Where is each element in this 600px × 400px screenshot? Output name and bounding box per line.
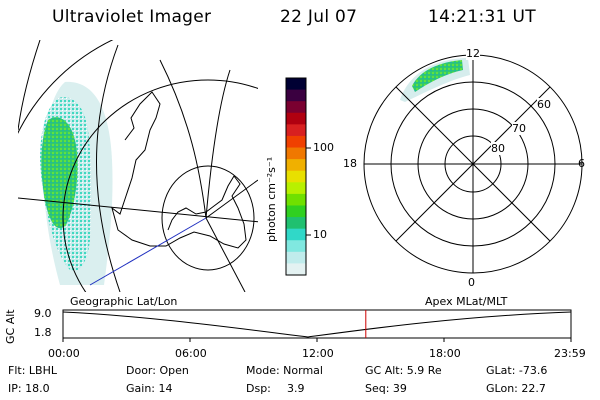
- mlt-label-0: 0: [468, 276, 475, 289]
- colorbar: [286, 78, 306, 276]
- colorbar-segment: [286, 170, 306, 183]
- colorbar-unit-label: photon cm⁻²s⁻¹: [265, 156, 278, 242]
- timeline-xtick: 06:00: [175, 347, 207, 360]
- dsp-label: Dsp:: [246, 382, 271, 395]
- mlt-label-18: 18: [343, 157, 357, 170]
- mlat-label-60: 60: [537, 98, 551, 111]
- colorbar-segment: [286, 217, 306, 230]
- date-readout: 22 Jul 07: [280, 7, 358, 27]
- timeline-ytick-high: 9.0: [34, 307, 52, 320]
- colorbar-segment: [286, 101, 306, 114]
- filter-status: Flt: LBHL: [8, 364, 57, 377]
- timeline-xtick: 18:00: [429, 347, 461, 360]
- altitude-timeline: [62, 309, 572, 342]
- aurora-core: [41, 117, 78, 229]
- mlt-label-12: 12: [466, 47, 480, 60]
- app-title: Ultraviolet Imager: [52, 7, 212, 27]
- colorbar-tick-10: 10: [313, 228, 327, 241]
- colorbar-segment: [286, 112, 306, 125]
- timeline-xtick: 00:00: [48, 347, 80, 360]
- glat-status: GLat: -73.6: [486, 364, 548, 377]
- coastline: [111, 91, 247, 249]
- geographic-panel-label: Geographic Lat/Lon: [70, 295, 178, 308]
- gc-alt-status: GC Alt: 5.9 Re: [365, 364, 442, 377]
- colorbar-segment: [286, 78, 306, 91]
- polar-plot: [363, 54, 583, 274]
- door-status: Door: Open: [126, 364, 189, 377]
- colorbar-segment: [286, 228, 306, 241]
- dsp-value: 3.9: [287, 382, 305, 395]
- polar-aurora-band: [412, 60, 463, 92]
- colorbar-segment: [286, 240, 306, 253]
- colorbar-segment: [286, 159, 306, 172]
- colorbar-segment: [286, 147, 306, 160]
- gain-status: Gain: 14: [126, 382, 173, 395]
- timeline-xtick: 12:00: [302, 347, 334, 360]
- orbit-trace: [89, 217, 207, 286]
- glon-status: GLon: 22.7: [486, 382, 546, 395]
- colorbar-segment: [286, 251, 306, 265]
- colorbar-segment: [286, 205, 306, 218]
- geographic-map: [18, 40, 258, 292]
- colorbar-segment: [286, 89, 306, 102]
- colorbar-segment: [286, 124, 306, 137]
- time-readout: 14:21:31 UT: [428, 7, 536, 27]
- timeline-ytick-low: 1.8: [34, 326, 52, 339]
- timeline-axis-label: GC Alt: [4, 309, 17, 344]
- mode-status: Mode: Normal: [246, 364, 323, 377]
- colorbar-segment: [286, 193, 306, 207]
- colorbar-tick-100: 100: [313, 141, 334, 154]
- colorbar-segment: [286, 263, 306, 276]
- mlat-label-80: 80: [491, 142, 505, 155]
- mlat-label-70: 70: [512, 122, 526, 135]
- ip-status: IP: 18.0: [8, 382, 50, 395]
- altitude-curve: [62, 311, 572, 338]
- apex-panel-label: Apex MLat/MLT: [425, 295, 508, 308]
- colorbar-segment: [286, 135, 306, 149]
- seq-status: Seq: 39: [365, 382, 407, 395]
- timeline-xtick: 23:59: [554, 347, 586, 360]
- mlt-label-6: 6: [578, 157, 585, 170]
- colorbar-segment: [286, 182, 306, 195]
